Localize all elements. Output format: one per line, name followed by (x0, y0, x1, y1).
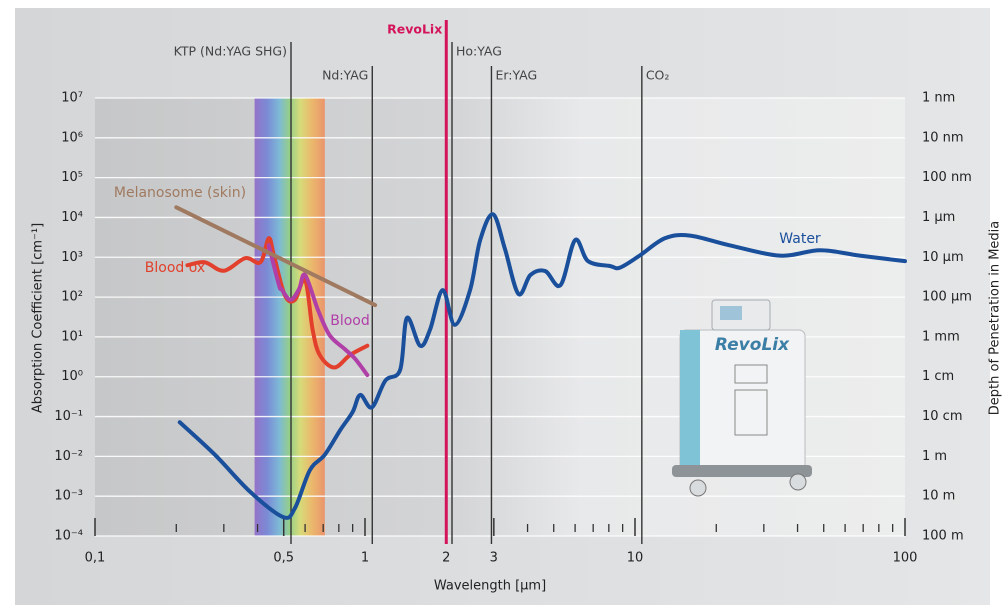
y2-tick-label: 1 cm (922, 369, 954, 384)
y-tick-label: 10⁰ (61, 369, 83, 384)
x-tick-label: 0,1 (85, 551, 106, 566)
y-tick-label: 10⁶ (61, 130, 83, 145)
device-label: RevoLix (715, 335, 790, 355)
y-tick-label: 10² (61, 290, 83, 305)
device-wheel (690, 480, 706, 496)
x-tick-label: 0,5 (273, 551, 294, 566)
y-tick-label: 10⁻³ (54, 489, 83, 504)
y-axis-title: Absorption Coefficient [cm⁻¹] (31, 223, 46, 413)
y2-tick-label: 100 µm (922, 290, 972, 305)
y-tick-label: 10⁴ (61, 210, 83, 225)
series-label: Melanosome (skin) (114, 185, 246, 201)
laser-label: Nd:YAG (322, 68, 368, 83)
device-screen (720, 306, 742, 320)
y2-tick-label: 10 cm (922, 409, 963, 424)
y-tick-label: 10⁵ (61, 170, 83, 185)
chart: 10⁷ 10⁶ 10⁵ 10⁴ 10³ 10² 10¹ 10⁰ 10⁻¹ 10⁻² 10⁻³ 10⁻⁴… (0, 0, 1005, 608)
laser-label: RevoLix (387, 22, 442, 37)
x-tick-label: 10 (627, 551, 644, 566)
y2-axis-title: Depth of Penetration in Media (988, 221, 1003, 415)
y2-tick-label: 1 m (922, 449, 947, 464)
y2-tick-label: 1 mm (922, 329, 960, 344)
series-label: Water (779, 231, 821, 247)
laser-label: Er:YAG (495, 68, 537, 83)
device-base (672, 465, 812, 477)
y2-tick-label: 100 m (922, 529, 964, 544)
device-wheel (790, 474, 806, 490)
y2-tick-label: 10 nm (922, 130, 964, 145)
y-tick-label: 10³ (61, 250, 83, 265)
y2-tick-label: 10 m (922, 489, 955, 504)
laser-label: KTP (Nd:YAG SHG) (174, 44, 287, 59)
x-tick-label: 100 (893, 551, 918, 566)
y2-tick-label: 10 µm (922, 250, 964, 265)
series-label: Blood (330, 313, 370, 329)
x-tick-label: 1 (361, 551, 369, 566)
y-tick-label: 10⁻¹ (54, 409, 83, 424)
x-tick-label: 2 (442, 551, 450, 566)
y-tick-label: 10⁻⁴ (54, 529, 83, 544)
y2-tick-label: 1 nm (922, 91, 955, 106)
x-axis-title: Wavelength [µm] (434, 579, 546, 594)
laser-label: Ho:YAG (456, 44, 502, 59)
series-label: Blood ox (145, 260, 205, 276)
laser-label: CO₂ (646, 68, 670, 83)
visible-spectrum (255, 98, 325, 536)
device-side (680, 330, 700, 470)
y-tick-label: 10⁻² (54, 449, 83, 464)
x-tick-label: 3 (490, 551, 498, 566)
y2-tick-label: 1 µm (922, 210, 955, 225)
y2-tick-label: 100 nm (922, 170, 972, 185)
y-tick-label: 10⁷ (61, 91, 83, 106)
y-tick-label: 10¹ (61, 329, 83, 344)
